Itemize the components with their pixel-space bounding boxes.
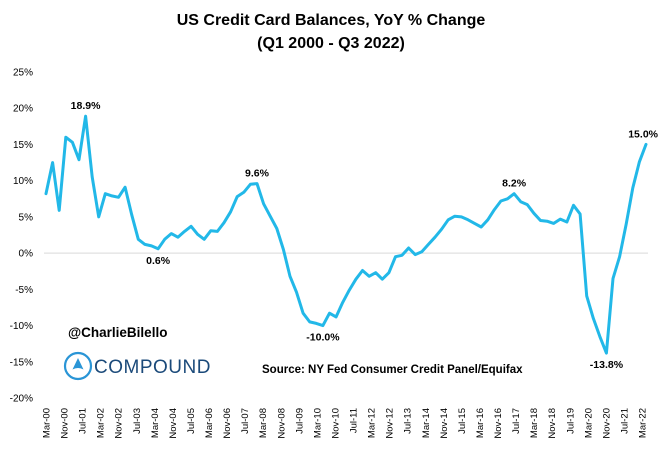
y-tick-label: 25% <box>13 68 33 79</box>
data-label: 0.6% <box>146 255 171 267</box>
data-label: -10.0% <box>306 332 340 344</box>
x-tick-label: Mar-22 <box>638 408 649 438</box>
x-tick-label: Mar-04 <box>150 408 161 438</box>
x-tick-label: Mar-00 <box>42 408 53 438</box>
x-tick-label: Mar-10 <box>312 408 323 438</box>
data-label: 18.9% <box>71 100 101 112</box>
x-tick-label: Nov-16 <box>493 408 504 439</box>
data-label: -13.8% <box>590 359 624 371</box>
brand-name: COMPOUND <box>94 357 211 378</box>
x-tick-label: Jul-15 <box>457 408 468 434</box>
x-tick-label: Nov-10 <box>330 408 341 439</box>
x-tick-label: Jul-19 <box>565 408 576 434</box>
x-tick-label: Jul-05 <box>186 408 197 434</box>
x-tick-label: Jul-09 <box>294 408 305 434</box>
data-label: 15.0% <box>628 128 658 140</box>
x-tick-label: Mar-02 <box>96 408 107 438</box>
x-tick-label: Nov-04 <box>168 408 179 439</box>
x-tick-label: Nov-06 <box>222 408 233 439</box>
chart-title: US Credit Card Balances, YoY % Change <box>177 12 486 29</box>
y-tick-label: 5% <box>19 212 34 223</box>
series-layer <box>44 114 648 355</box>
x-tick-label: Nov-14 <box>439 408 450 439</box>
y-tick-label: -15% <box>10 357 33 368</box>
x-tick-label: Mar-14 <box>421 408 432 438</box>
data-label: 9.6% <box>245 168 270 180</box>
x-tick-label: Jul-07 <box>240 408 251 434</box>
data-label: 8.2% <box>502 178 527 190</box>
y-tick-label: -20% <box>10 394 33 405</box>
source-note: Source: NY Fed Consumer Credit Panel/Equ… <box>262 364 523 376</box>
x-tick-label: Jul-21 <box>619 408 630 434</box>
y-axis: 25% 20% 15% 10% 5% 0% -5% -10% -15% -20% <box>10 68 33 405</box>
chart-subtitle: (Q1 2000 - Q3 2022) <box>257 35 405 52</box>
y-tick-label: 10% <box>13 176 33 187</box>
x-tick-label: Nov-02 <box>114 408 125 439</box>
y-tick-label: -10% <box>10 321 33 332</box>
x-tick-label: Nov-12 <box>385 408 396 439</box>
y-tick-label: -5% <box>15 285 33 296</box>
x-tick-label: Mar-18 <box>529 408 540 438</box>
y-tick-label: 0% <box>19 249 34 260</box>
x-tick-label: Nov-00 <box>60 408 71 439</box>
x-tick-label: Mar-20 <box>583 408 594 438</box>
y-tick-label: 15% <box>13 140 33 151</box>
x-tick-label: Mar-06 <box>204 408 215 438</box>
x-tick-label: Nov-20 <box>601 408 612 439</box>
compound-logo-icon <box>63 351 93 381</box>
x-tick-label: Nov-18 <box>547 408 558 439</box>
x-tick-label: Jul-01 <box>78 408 89 434</box>
data-labels: 18.9% 0.6% 9.6% -10.0% 8.2% -13.8% 15.0% <box>71 100 659 371</box>
x-tick-label: Mar-12 <box>367 408 378 438</box>
x-tick-label: Mar-16 <box>475 408 486 438</box>
x-tick-label: Jul-17 <box>511 408 522 434</box>
author-handle: @CharlieBilello <box>68 325 167 340</box>
x-tick-label: Jul-03 <box>132 408 143 434</box>
x-axis: Mar-00 Nov-00 Jul-01 Mar-02 Nov-02 Jul-03 Mar-… <box>42 408 649 439</box>
x-tick-label: Nov-08 <box>276 408 287 439</box>
x-tick-label: Jul-13 <box>403 408 414 434</box>
x-tick-label: Jul-11 <box>349 408 360 433</box>
x-tick-label: Mar-08 <box>258 408 269 438</box>
y-tick-label: 20% <box>13 104 33 115</box>
series-line <box>44 114 648 355</box>
